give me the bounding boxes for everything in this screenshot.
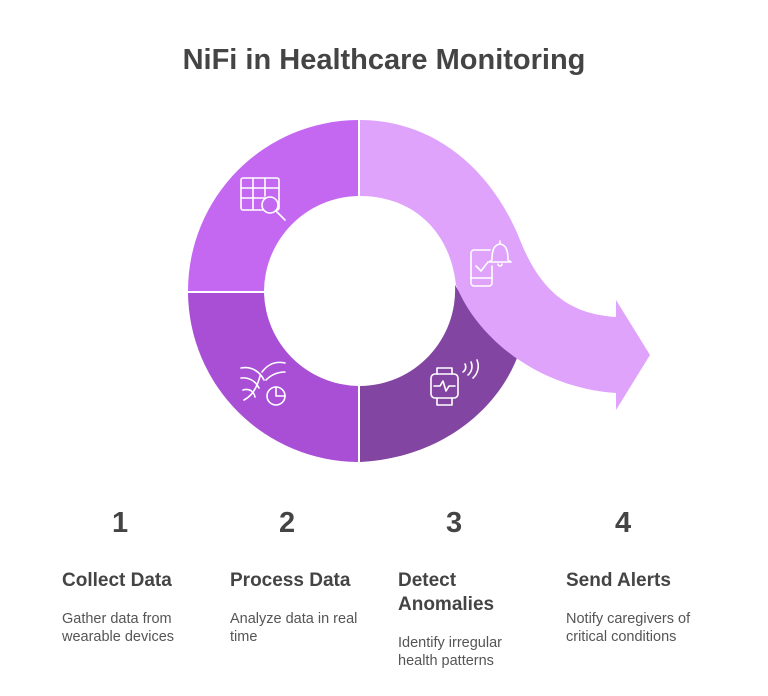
page-title: NiFi in Healthcare Monitoring xyxy=(182,44,586,76)
step-description: Gather data from wearable devices xyxy=(62,611,175,645)
step-title: Collect Data xyxy=(62,570,172,591)
step-description: Identify irregular health patterns xyxy=(398,635,502,669)
step-description: Notify caregivers of critical conditions xyxy=(566,611,691,645)
step-title: Process Data xyxy=(230,570,351,591)
flow-chart-icon xyxy=(240,361,286,406)
step-number: 4 xyxy=(615,507,632,539)
smartwatch-icon xyxy=(430,359,480,406)
phone-bell-icon xyxy=(470,240,512,287)
step-process-data: 2 Process Data Analyze data in real time xyxy=(230,503,390,646)
step-number: 3 xyxy=(446,507,463,539)
step-number: 1 xyxy=(112,507,129,539)
step-title: Detect Anomalies xyxy=(398,570,495,615)
segment-alert-arrow xyxy=(360,120,650,410)
step-collect-data: 1 Collect Data Gather data from wearable… xyxy=(62,503,222,646)
step-description: Analyze data in real time xyxy=(230,611,358,645)
step-send-alerts: 4 Send Alerts Notify caregivers of criti… xyxy=(566,503,726,646)
step-number: 2 xyxy=(279,507,296,539)
step-title: Send Alerts xyxy=(566,570,671,591)
table-search-icon xyxy=(240,177,286,221)
segment-process xyxy=(188,293,358,462)
step-detect-anomalies: 3 Detect Anomalies Identify irregular he… xyxy=(398,503,558,670)
